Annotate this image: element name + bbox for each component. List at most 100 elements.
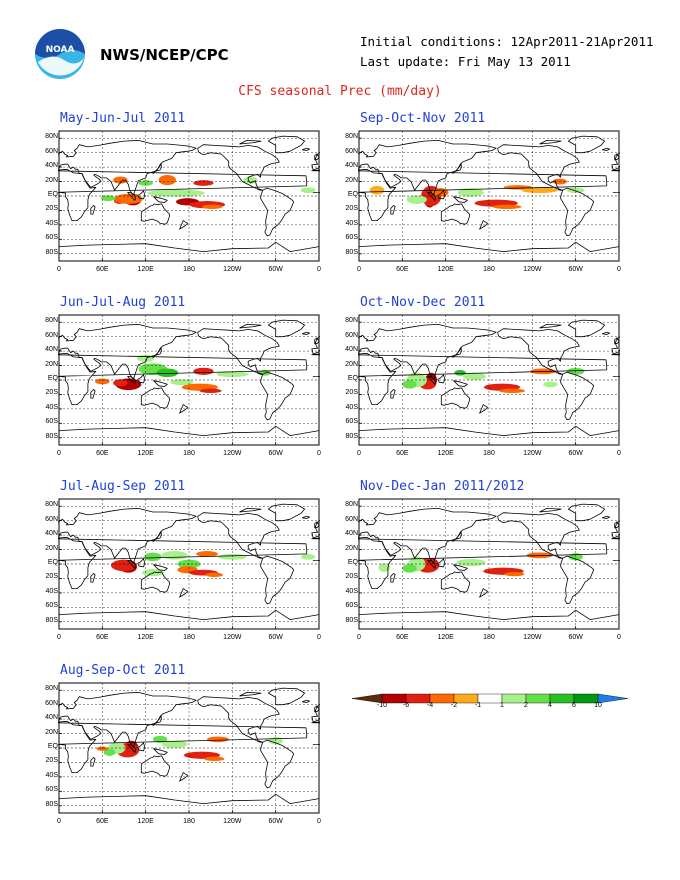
precip-anomaly-blob (402, 380, 417, 389)
map-panel-4: 80N 60N 40N 20N EQ 20S 40S 60S 80S 0 60E 120E 180 120… (345, 311, 621, 471)
lat-tick-label: 40N (45, 346, 58, 354)
colorbar-label: -10 (376, 702, 388, 709)
coastline (197, 328, 280, 375)
coastline (427, 560, 436, 569)
precip-anomaly-blob (378, 563, 391, 572)
coastline (179, 772, 189, 782)
lat-tick-label: 60S (345, 602, 358, 610)
lon-tick-label: 0 (617, 634, 621, 641)
lat-tick-label: 60N (45, 331, 58, 339)
precip-anomaly-blob (402, 564, 417, 573)
lon-tick-label: 180 (183, 818, 195, 825)
coastline (153, 748, 168, 755)
coastline (140, 755, 170, 777)
lon-tick-label: 60W (268, 266, 283, 273)
coastline (497, 144, 580, 191)
lat-tick-label: 40N (45, 714, 58, 722)
coastline (239, 139, 262, 145)
coastline (453, 564, 468, 571)
lat-tick-label: 40S (45, 219, 58, 227)
page-title: CFS seasonal Prec (mm/day) (238, 84, 442, 99)
coastline (358, 352, 608, 405)
precip-anomaly-blob (199, 388, 222, 393)
world-map-svg (58, 498, 320, 630)
lon-tick-label: 60W (568, 450, 583, 457)
lon-tick-label: 60E (96, 634, 109, 641)
coastline (311, 721, 320, 745)
precip-anomaly-blob (492, 204, 522, 209)
lat-tick-label: 80S (345, 248, 358, 256)
lat-tick-label: 60N (45, 699, 58, 707)
lat-tick-label: 60S (45, 602, 58, 610)
coastline (314, 521, 320, 529)
lon-tick-label: 120E (137, 450, 154, 457)
lon-tick-label: 0 (357, 266, 361, 273)
precip-anomaly-blob (216, 371, 249, 378)
coastline (267, 319, 306, 338)
lon-tick-label: 120E (137, 266, 154, 273)
lat-tick-label: 40S (45, 771, 58, 779)
antarctica-coastline (358, 609, 620, 621)
lon-tick-label: 120W (523, 634, 542, 641)
coastline (479, 588, 489, 598)
coastline (239, 323, 262, 329)
coastline (358, 168, 608, 221)
coastline (452, 163, 462, 174)
lon-tick-label: 0 (317, 818, 321, 825)
coastline (601, 147, 611, 151)
lat-tick-label: 60S (345, 418, 358, 426)
coastline (197, 144, 280, 191)
coastline (614, 521, 620, 529)
map-panel-5: 80N 60N 40N 20N EQ 20S 40S 60S 80S 0 60E 120E 180 120… (45, 495, 321, 655)
lat-tick-label: 80S (45, 248, 58, 256)
lon-tick-label: 60E (396, 634, 409, 641)
coastline (539, 323, 562, 329)
lat-tick-label: 40N (45, 530, 58, 538)
lat-tick-label: 20N (45, 360, 58, 368)
lon-tick-label: 0 (57, 818, 61, 825)
panel-title-6: Nov-Dec-Jan 2011/2012 (360, 479, 525, 494)
coastline (452, 531, 462, 542)
lon-tick-label: 0 (57, 634, 61, 641)
lat-tick-label: 60N (45, 515, 58, 523)
precip-anomaly-blob (456, 558, 486, 567)
lon-tick-label: 120W (223, 450, 242, 457)
lat-tick-label: 80N (45, 685, 58, 693)
coastline (539, 507, 562, 513)
lat-tick-label: 80S (45, 432, 58, 440)
lat-tick-label: 20S (345, 573, 358, 581)
lat-tick-label: 20S (45, 573, 58, 581)
lat-tick-label: 20S (345, 389, 358, 397)
coastline (140, 203, 170, 225)
colorbar-label: -1 (474, 702, 482, 709)
coastline (314, 153, 320, 161)
colorbar-label: -6 (402, 702, 410, 709)
lon-tick-label: 120E (137, 818, 154, 825)
colorbar-label: 2 (524, 702, 528, 709)
coastline (137, 742, 146, 752)
precip-anomaly-blob (161, 740, 188, 748)
coastline (140, 387, 170, 409)
lon-tick-label: 0 (317, 634, 321, 641)
lon-tick-label: 60E (96, 818, 109, 825)
coastline (611, 353, 620, 377)
lat-tick-label: 60N (345, 331, 358, 339)
coastline (137, 190, 146, 200)
lon-tick-label: 60E (396, 266, 409, 273)
coastline (260, 371, 295, 421)
noaa-logo-text: NOAA (46, 45, 75, 55)
lat-tick-label: 80S (45, 800, 58, 808)
lon-tick-label: 60E (96, 266, 109, 273)
lon-tick-label: 60E (96, 450, 109, 457)
lat-tick-label: 20N (45, 176, 58, 184)
colorbar-label: -4 (426, 702, 434, 709)
lat-tick-label: 60N (345, 515, 358, 523)
lat-tick-label: 60N (45, 147, 58, 155)
world-map-svg (358, 498, 620, 630)
lon-tick-label: 0 (317, 266, 321, 273)
lon-tick-label: 60E (396, 450, 409, 457)
coastline (437, 374, 446, 384)
coastline (260, 555, 295, 605)
coastline (137, 558, 146, 568)
precip-anomaly-blob (142, 569, 164, 577)
